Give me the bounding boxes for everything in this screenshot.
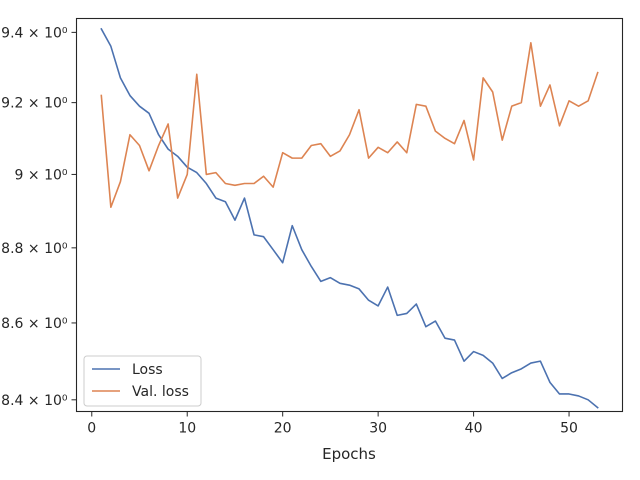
y-tick-label: 9.4 × 10⁰	[1, 25, 68, 41]
y-tick-label: 9.2 × 10⁰	[1, 96, 68, 112]
series-line-val-loss	[100, 42, 599, 209]
series-layer	[100, 27, 599, 409]
x-tick-label: 20	[274, 421, 292, 437]
y-axis-ticks: 8.4 × 10⁰ 8.6 × 10⁰ 8.8 × 10⁰ 9 × 10⁰ 9.2 × …	[1, 25, 77, 409]
x-axis-label: Epochs	[322, 445, 376, 463]
legend-label-val-loss: Val. loss	[132, 384, 189, 400]
plot-frame	[75, 17, 624, 413]
y-tick-label: 8.4 × 10⁰	[1, 393, 68, 409]
x-tick-label: 50	[560, 421, 578, 437]
x-tick-label: 40	[465, 421, 483, 437]
y-tick-label: 8.6 × 10⁰	[1, 316, 68, 332]
legend: Loss Val. loss	[83, 355, 202, 407]
plot-background	[76, 18, 623, 412]
y-tick-label: 8.8 × 10⁰	[1, 241, 68, 257]
x-tick-label: 30	[369, 421, 387, 437]
x-tick-label: 0	[87, 421, 96, 437]
x-tick-label: 10	[178, 421, 196, 437]
y-tick-label: 9 × 10⁰	[15, 167, 68, 183]
series-line-loss	[100, 27, 599, 409]
x-axis-ticks: 0 10 20 30 40 50	[87, 411, 578, 437]
legend-label-loss: Loss	[132, 362, 163, 378]
